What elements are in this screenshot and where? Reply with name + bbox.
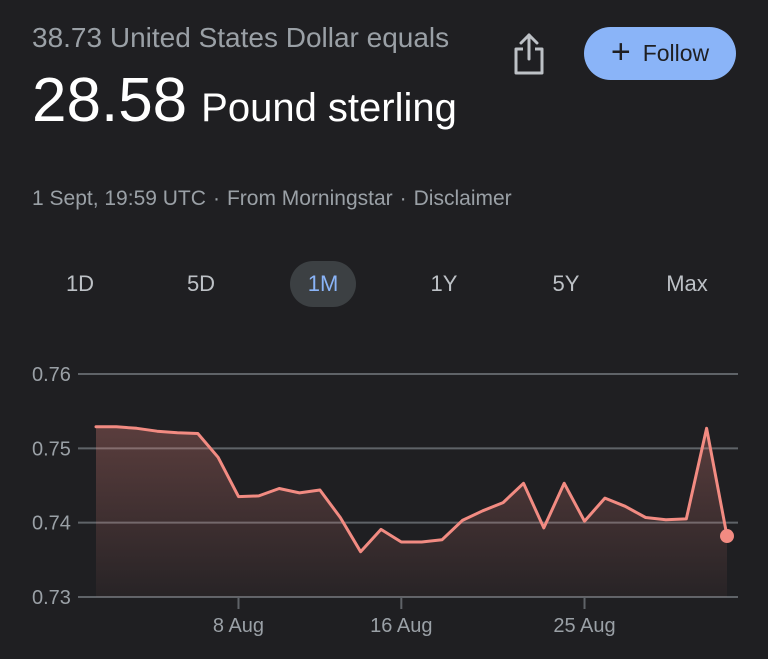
y-tick-label: 0.74	[32, 513, 71, 535]
source-amount-text: 38.73 United States Dollar equals	[32, 22, 450, 53]
meta-separator: ·	[399, 187, 407, 210]
follow-button[interactable]: + Follow	[584, 27, 736, 80]
tab-5d[interactable]: 5D	[186, 271, 216, 296]
conversion-header: 38.73 United States Dollar equals 28.58 P…	[32, 18, 492, 152]
share-icon	[514, 33, 544, 75]
tab-1m[interactable]: 1M	[290, 261, 356, 307]
series-line	[94, 425, 729, 554]
result-value: 28.58	[32, 66, 188, 135]
disclaimer-link[interactable]: Disclaimer	[413, 187, 512, 210]
conversion-result: 28.58 Pound sterling	[32, 66, 492, 152]
exchange-rate-chart[interactable]: 0.73 0.74 0.75 0.76 8 Aug 16 Aug 25 Aug	[0, 340, 768, 659]
tab-1y[interactable]: 1Y	[430, 271, 458, 296]
result-currency: Pound sterling	[201, 86, 457, 130]
follow-label: Follow	[642, 40, 710, 66]
tab-max[interactable]: Max	[666, 271, 708, 296]
tab-5y[interactable]: 5Y	[552, 271, 580, 296]
x-tick-label: 8 Aug	[213, 615, 264, 637]
share-button[interactable]	[506, 30, 552, 78]
tab-1d[interactable]: 1D	[65, 271, 95, 296]
meta-line: 1 Sept, 19:59 UTC · From Morningstar · Discl…	[32, 187, 512, 211]
timestamp: 1 Sept, 19:59 UTC	[32, 187, 206, 210]
latest-point-marker	[720, 529, 734, 544]
x-tick-label: 25 Aug	[553, 615, 615, 637]
y-tick-label: 0.76	[32, 364, 71, 386]
series-area	[96, 426, 727, 597]
x-tick-label: 16 Aug	[370, 615, 432, 637]
range-tabs: 1D 5D 1M 1Y 5Y Max	[19, 261, 749, 307]
data-source: From Morningstar	[226, 187, 393, 210]
y-tick-label: 0.73	[32, 587, 71, 609]
y-tick-label: 0.75	[32, 438, 71, 460]
plus-icon: +	[610, 33, 631, 71]
meta-separator: ·	[212, 187, 220, 210]
